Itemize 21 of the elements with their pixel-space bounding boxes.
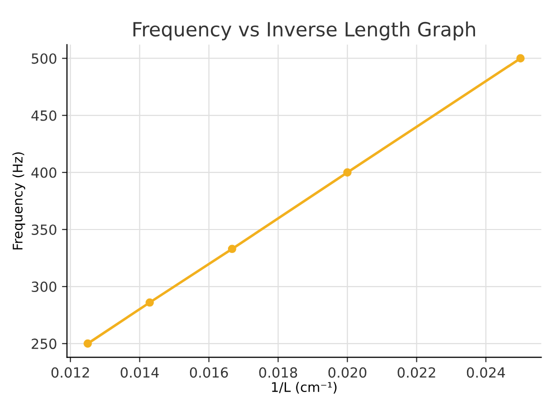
y-tick-label: 350 xyxy=(32,224,56,235)
y-tick-label: 450 xyxy=(31,110,56,121)
x-tick-label: 0.016 xyxy=(190,367,228,378)
y-tick-label: 500 xyxy=(32,53,56,64)
x-axis-title: 1/L (cm⁻¹) xyxy=(272,382,336,394)
point xyxy=(84,339,92,348)
point xyxy=(146,298,154,307)
x-tick-label: 0.022 xyxy=(398,367,436,378)
x-tick-label: 0.014 xyxy=(120,367,159,378)
y-tick-label: 400 xyxy=(31,167,56,178)
y-tick-label: 250 xyxy=(32,338,56,350)
x-tick-label: 0.018 xyxy=(259,367,298,378)
point xyxy=(343,168,352,177)
x-tick-label: 0.020 xyxy=(328,367,366,378)
chart-title: Frequency vs Inverse Length Graph xyxy=(133,22,476,40)
x-tick-label: 0.012 xyxy=(51,367,89,378)
y-axis-title: Frequency (Hz) xyxy=(12,152,26,250)
y-tick-label: 300 xyxy=(32,282,56,292)
point xyxy=(228,244,236,254)
x-tick-label: 0.024 xyxy=(466,367,505,378)
point xyxy=(516,54,525,63)
